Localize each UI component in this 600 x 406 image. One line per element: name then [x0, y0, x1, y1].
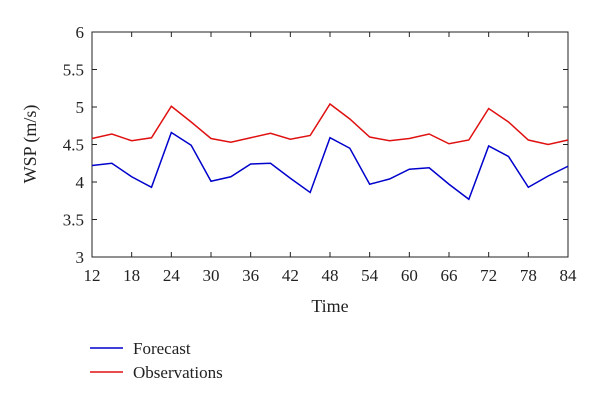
y-axis-label: WSP (m/s) [20, 105, 41, 184]
x-tick-label: 84 [560, 266, 578, 285]
legend-label-observations: Observations [133, 363, 223, 382]
y-tick-label: 3.5 [63, 211, 84, 230]
legend: Forecast Observations [90, 339, 223, 382]
x-tick-label: 48 [322, 266, 339, 285]
x-tick-label: 36 [242, 266, 259, 285]
x-tick-label: 66 [441, 266, 458, 285]
y-tick-label: 4.5 [63, 136, 84, 155]
plot-frame [91, 31, 569, 258]
y-tick-label: 4 [76, 173, 85, 192]
y-tick-label: 5 [76, 98, 85, 117]
x-tick-label: 42 [282, 266, 299, 285]
x-tick-label: 30 [203, 266, 220, 285]
y-tick-label: 5.5 [63, 61, 84, 80]
x-tick-label: 24 [163, 266, 181, 285]
series-line-forecast [91, 131, 569, 201]
legend-label-forecast: Forecast [133, 339, 191, 358]
y-tick-label: 6 [76, 23, 85, 42]
series-lines [91, 102, 569, 201]
x-axis-label: Time [311, 296, 348, 316]
series-line-observations [91, 102, 569, 146]
y-tick-label: 3 [76, 248, 85, 267]
x-tick-label: 12 [84, 266, 101, 285]
x-tick-label: 78 [520, 266, 537, 285]
x-tick-label: 18 [123, 266, 140, 285]
x-tick-label: 54 [361, 266, 379, 285]
y-tick-labels: 3 3.5 4 4.5 5 5.5 6 [63, 23, 85, 267]
x-tick-label: 60 [401, 266, 418, 285]
x-tick-label: 72 [480, 266, 497, 285]
axis-ticks [91, 31, 569, 258]
x-tick-labels: 12 18 24 30 36 42 48 54 60 66 72 78 84 [84, 266, 578, 285]
